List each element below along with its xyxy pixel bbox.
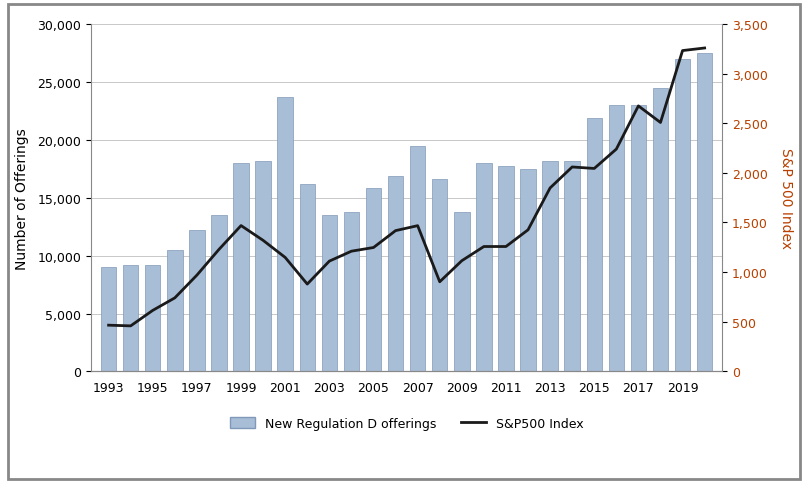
Bar xyxy=(499,167,514,372)
Bar xyxy=(322,215,337,372)
Bar xyxy=(608,106,624,372)
Y-axis label: S&P 500 Index: S&P 500 Index xyxy=(779,148,793,249)
Bar xyxy=(167,250,183,372)
Bar xyxy=(432,180,448,372)
Legend: New Regulation D offerings, S&P500 Index: New Regulation D offerings, S&P500 Index xyxy=(225,412,588,435)
Bar xyxy=(631,106,646,372)
Bar xyxy=(123,265,138,372)
Bar xyxy=(366,189,381,372)
Bar xyxy=(476,164,491,372)
Bar xyxy=(211,215,227,372)
Bar xyxy=(388,176,403,372)
Bar xyxy=(520,169,536,372)
Bar xyxy=(653,89,668,372)
Bar xyxy=(277,98,293,372)
Bar xyxy=(255,161,271,372)
Bar xyxy=(300,184,315,372)
Bar xyxy=(587,119,602,372)
Bar xyxy=(565,161,580,372)
Bar xyxy=(410,146,425,372)
Bar xyxy=(343,212,359,372)
Bar xyxy=(542,161,558,372)
Bar xyxy=(101,268,116,372)
Bar xyxy=(145,265,161,372)
Bar xyxy=(697,54,713,372)
Y-axis label: Number of Offerings: Number of Offerings xyxy=(15,127,29,269)
Bar xyxy=(454,212,469,372)
Bar xyxy=(675,60,690,372)
Bar xyxy=(189,230,204,372)
Bar xyxy=(234,164,249,372)
